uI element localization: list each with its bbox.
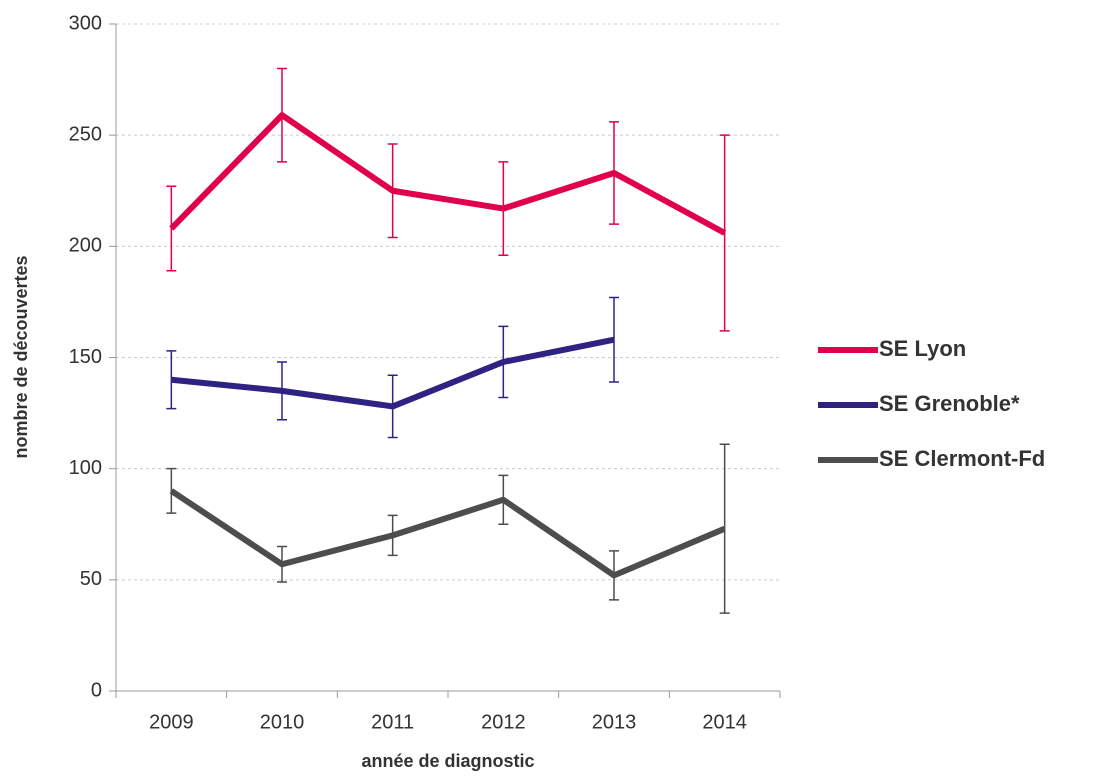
y-tick-label: 300 — [69, 12, 102, 34]
error-bar — [719, 134, 730, 332]
y-tick-label: 200 — [69, 235, 102, 257]
x-tick-label: 2011 — [371, 711, 414, 733]
series-line — [169, 488, 726, 579]
error-bar — [719, 443, 730, 614]
x-axis-label: année de diagnostic — [361, 751, 534, 771]
legend-label: SE Lyon — [879, 336, 966, 361]
y-axis-label: nombre de découvertes — [11, 255, 31, 458]
legend-label: SE Grenoble* — [879, 391, 1020, 416]
y-tick-label: 0 — [91, 679, 102, 701]
x-tick-label: 2010 — [260, 711, 305, 733]
error-bar — [166, 467, 177, 514]
y-tick-label: 100 — [69, 457, 102, 479]
error-bar — [166, 350, 177, 410]
y-tick-label: 250 — [69, 123, 102, 145]
error-bar — [166, 185, 177, 272]
y-tick-label: 150 — [69, 346, 102, 368]
x-tick-label: 2012 — [481, 711, 526, 733]
x-tick-label: 2013 — [592, 711, 637, 733]
series-line — [169, 112, 727, 236]
x-tick-label: 2009 — [149, 711, 194, 733]
y-tick-label: 50 — [80, 568, 102, 590]
legend-label: SE Clermont-Fd — [879, 446, 1045, 471]
series-line — [171, 336, 615, 410]
x-tick-label: 2014 — [702, 711, 747, 733]
